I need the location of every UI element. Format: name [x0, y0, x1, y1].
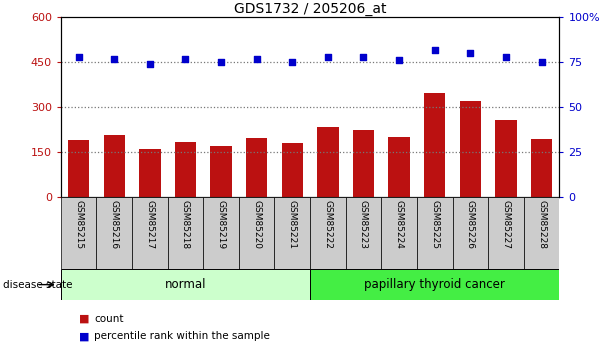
Point	[359, 54, 368, 59]
Bar	[452, 197, 488, 269]
Point	[288, 59, 297, 65]
Text: GSM85225: GSM85225	[430, 200, 439, 249]
Bar	[389, 137, 410, 197]
Bar	[97, 197, 132, 269]
Text: GSM85228: GSM85228	[537, 200, 546, 249]
Bar	[496, 120, 517, 197]
Text: ■: ■	[79, 314, 89, 324]
Bar	[282, 144, 303, 197]
Bar	[310, 197, 346, 269]
Text: GSM85215: GSM85215	[74, 200, 83, 249]
Bar	[203, 197, 239, 269]
Point	[323, 54, 333, 59]
Text: ■: ■	[79, 332, 89, 341]
Bar	[61, 269, 310, 300]
Text: disease state: disease state	[3, 280, 72, 289]
Text: papillary thyroid cancer: papillary thyroid cancer	[364, 278, 505, 291]
Text: GSM85220: GSM85220	[252, 200, 261, 249]
Text: GSM85217: GSM85217	[145, 200, 154, 249]
Bar	[417, 197, 452, 269]
Text: GSM85226: GSM85226	[466, 200, 475, 249]
Text: GSM85224: GSM85224	[395, 200, 404, 249]
Bar	[317, 127, 339, 197]
Bar	[210, 146, 232, 197]
Bar	[274, 197, 310, 269]
Bar	[139, 149, 161, 197]
Bar	[239, 197, 274, 269]
Point	[394, 58, 404, 63]
Bar	[346, 197, 381, 269]
Bar	[460, 101, 481, 197]
Point	[109, 56, 119, 61]
Text: GSM85219: GSM85219	[216, 200, 226, 249]
Text: GSM85218: GSM85218	[181, 200, 190, 249]
Text: GSM85227: GSM85227	[502, 200, 511, 249]
Text: GSM85223: GSM85223	[359, 200, 368, 249]
Point	[430, 47, 440, 52]
Title: GDS1732 / 205206_at: GDS1732 / 205206_at	[234, 2, 386, 16]
Point	[501, 54, 511, 59]
Bar	[523, 197, 559, 269]
Bar	[246, 138, 268, 197]
Text: percentile rank within the sample: percentile rank within the sample	[94, 332, 270, 341]
Bar	[381, 197, 417, 269]
Bar	[132, 197, 168, 269]
Bar	[174, 142, 196, 197]
Bar	[61, 197, 97, 269]
Bar	[488, 197, 523, 269]
Text: GSM85216: GSM85216	[109, 200, 119, 249]
Text: GSM85222: GSM85222	[323, 200, 333, 249]
Bar	[68, 140, 89, 197]
Bar	[424, 93, 446, 197]
Bar	[353, 130, 374, 197]
Point	[252, 56, 261, 61]
Point	[74, 54, 83, 59]
Bar	[168, 197, 203, 269]
Point	[181, 56, 190, 61]
Bar	[531, 139, 552, 197]
Point	[466, 50, 475, 56]
Point	[216, 59, 226, 65]
Point	[145, 61, 154, 67]
Point	[537, 59, 547, 65]
Text: count: count	[94, 314, 124, 324]
Bar	[103, 135, 125, 197]
Text: normal: normal	[165, 278, 206, 291]
Bar	[310, 269, 559, 300]
Text: GSM85221: GSM85221	[288, 200, 297, 249]
